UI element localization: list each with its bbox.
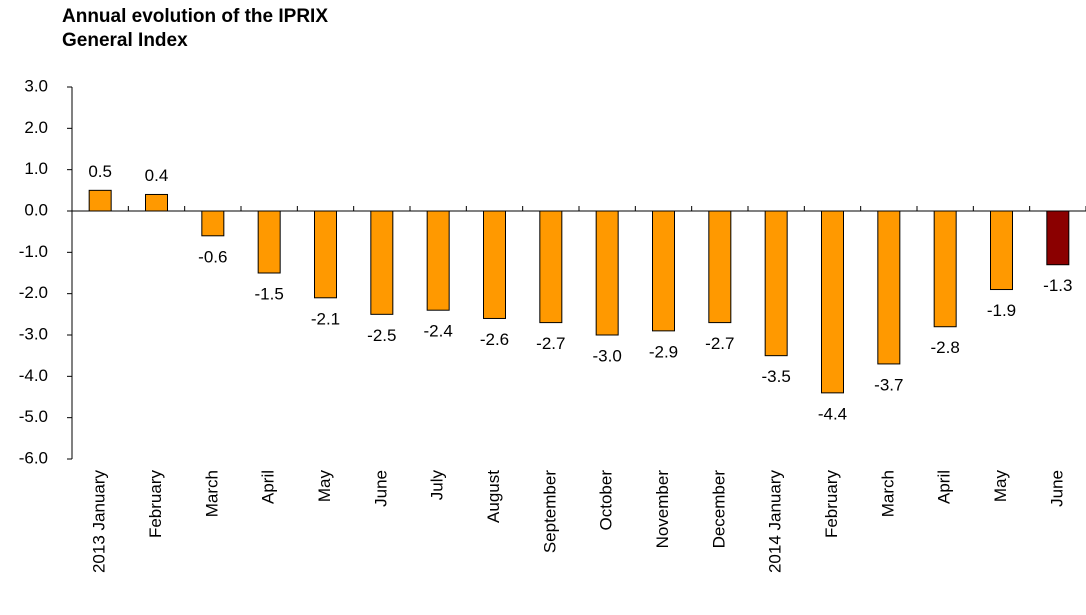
y-tick-label: -1.0 — [19, 242, 48, 261]
data-label: -2.5 — [367, 326, 396, 345]
x-tick-label: August — [484, 470, 503, 523]
y-tick-label: -4.0 — [19, 366, 48, 385]
y-tick-label: 1.0 — [24, 159, 48, 178]
bar — [708, 210, 732, 324]
bar — [201, 210, 225, 237]
data-label: -2.4 — [424, 322, 453, 341]
data-label: -1.3 — [1043, 276, 1072, 295]
data-label: -2.8 — [931, 338, 960, 357]
data-label: -2.6 — [480, 330, 509, 349]
bar — [88, 189, 112, 212]
data-label: -2.7 — [536, 334, 565, 353]
y-tick-label: -6.0 — [19, 448, 48, 467]
bar — [539, 210, 563, 324]
y-tick-label: -3.0 — [19, 324, 48, 343]
x-tick-label: May — [315, 470, 334, 503]
bar — [483, 210, 506, 319]
data-label: -2.9 — [649, 342, 678, 361]
bar — [145, 193, 168, 212]
x-tick-label: May — [991, 470, 1010, 503]
x-tick-label: March — [878, 470, 897, 517]
bar — [652, 210, 675, 332]
x-tick-label: April — [259, 470, 278, 504]
bar — [370, 210, 394, 315]
x-tick-label: December — [709, 470, 728, 549]
y-tick-label: 2.0 — [24, 118, 48, 137]
x-tick-label: October — [597, 470, 616, 531]
x-tick-label: July — [428, 470, 447, 501]
y-tick-label: 0.0 — [24, 200, 48, 219]
data-label: 0.5 — [88, 162, 112, 181]
data-label: -3.0 — [593, 346, 622, 365]
x-tick-label: 2014 January — [766, 470, 785, 574]
x-tick-label: September — [540, 470, 559, 553]
x-tick-label: June — [1047, 470, 1066, 507]
bar — [426, 210, 450, 311]
bar — [257, 210, 281, 274]
data-label: 0.4 — [145, 166, 169, 185]
data-label: -3.5 — [762, 367, 791, 386]
bar — [314, 210, 337, 299]
x-tick-label: February — [146, 470, 165, 539]
x-tick-label: March — [202, 470, 221, 517]
data-label: -1.9 — [987, 301, 1016, 320]
bar — [933, 210, 957, 328]
bar — [821, 210, 844, 394]
x-tick-label: November — [653, 470, 672, 549]
data-label: -3.7 — [874, 375, 903, 394]
x-tick-label: February — [822, 470, 841, 539]
y-tick-label: -5.0 — [19, 407, 48, 426]
x-tick-label: April — [935, 470, 954, 504]
data-label: -2.7 — [705, 334, 734, 353]
bar — [877, 210, 901, 365]
y-tick-label: 3.0 — [24, 76, 48, 95]
data-label: -0.6 — [198, 247, 227, 266]
bar — [990, 210, 1013, 291]
bar — [595, 210, 619, 336]
chart-title: General Index — [62, 30, 188, 51]
data-label: -4.4 — [818, 404, 847, 423]
y-tick-label: -2.0 — [19, 283, 48, 302]
data-label: -2.1 — [311, 309, 340, 328]
chart-title: Annual evolution of the IPRIX — [62, 6, 328, 27]
bar — [1046, 210, 1070, 266]
bar — [764, 210, 788, 357]
x-tick-label: June — [371, 470, 390, 507]
data-label: -1.5 — [255, 284, 284, 303]
x-tick-label: 2013 January — [90, 470, 109, 574]
